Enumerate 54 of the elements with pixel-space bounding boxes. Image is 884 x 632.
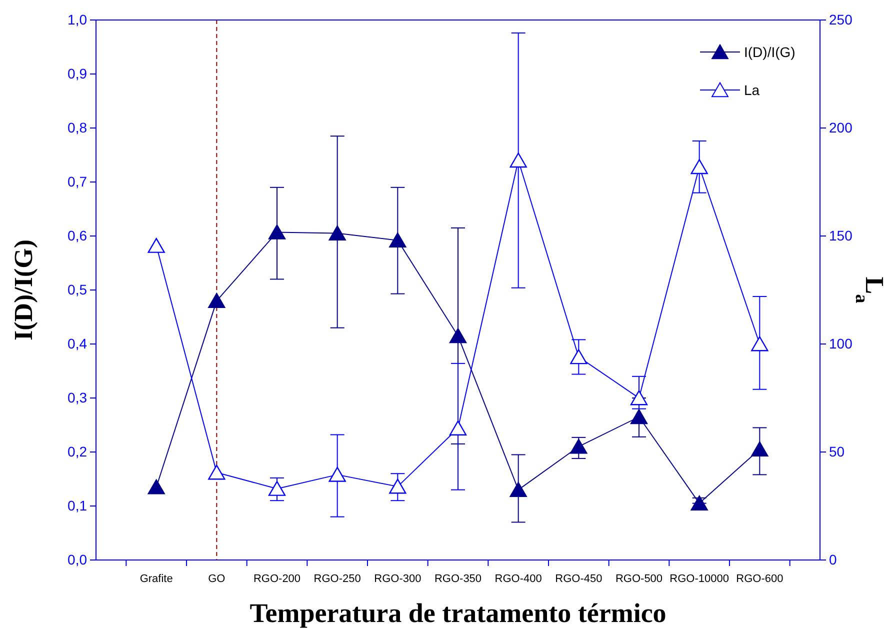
y-tick-label: 0,2: [68, 443, 88, 460]
y-tick-label: 0,9: [68, 65, 88, 82]
point: [690, 159, 708, 174]
y-tick-label: 0,7: [68, 173, 88, 190]
x-tick-label: RGO-500: [615, 572, 663, 585]
y-tick-label: 0,1: [68, 497, 88, 514]
point: [510, 152, 527, 168]
x-tick-label: RGO-250: [314, 572, 361, 585]
legend-label: I(D)/I(G): [744, 44, 796, 60]
x-tick-label: RGO-10000: [670, 572, 729, 585]
point: [268, 224, 286, 240]
point: [449, 420, 467, 436]
y2-tick-label: 200: [829, 119, 853, 136]
x-tick-label: RGO-350: [434, 572, 482, 585]
point: [328, 226, 346, 240]
point: [690, 496, 708, 510]
y2-tick-label: 100: [829, 335, 853, 352]
y2-tick-label: 0: [829, 551, 837, 568]
y2-tick-label: 50: [829, 443, 845, 460]
point: [148, 238, 165, 253]
y-tick-label: 0,8: [68, 119, 88, 136]
point: [751, 442, 768, 456]
point: [148, 479, 165, 494]
point: [751, 336, 768, 352]
y-axis-title: I(D)/I(G): [9, 239, 38, 341]
y-tick-label: 0,5: [68, 281, 88, 298]
point: [328, 466, 346, 482]
x-tick-label: RGO-450: [555, 572, 602, 585]
point: [268, 480, 286, 496]
x-tick-label: RGO-600: [736, 572, 784, 585]
point: [510, 482, 527, 497]
x-tick-label: RGO-200: [253, 572, 301, 585]
y-tick-label: 0,3: [68, 389, 88, 406]
point: [389, 478, 406, 494]
y-tick-label: 0,0: [68, 551, 88, 568]
legend-label: La: [744, 82, 760, 98]
x-axis-title: Temperatura de tratamento térmico: [250, 598, 666, 628]
point: [630, 409, 648, 424]
point: [449, 328, 467, 344]
point: [208, 293, 226, 308]
point: [570, 349, 588, 364]
point: [208, 464, 226, 480]
point: [630, 390, 648, 406]
y2-tick-label: 250: [829, 11, 853, 28]
y-tick-label: 0,4: [68, 335, 88, 352]
y-tick-label: 1,0: [68, 11, 88, 28]
point: [570, 438, 588, 454]
x-tick-label: RGO-400: [494, 572, 542, 585]
x-tick-label: Grafite: [140, 572, 173, 585]
x-tick-label: RGO-300: [374, 572, 422, 585]
y2-tick-label: 150: [829, 227, 853, 244]
x-tick-label: GO: [208, 572, 226, 585]
point: [389, 232, 406, 248]
y-tick-label: 0,6: [68, 227, 88, 244]
